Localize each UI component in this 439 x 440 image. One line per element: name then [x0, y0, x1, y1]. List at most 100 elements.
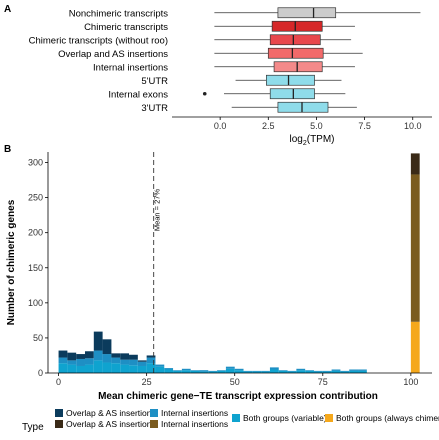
x-tick-label: 0.0 — [214, 121, 227, 131]
histogram-bar-segment — [287, 371, 297, 373]
histogram-bar-segment — [173, 370, 182, 373]
legend-title: Type — [22, 422, 44, 433]
legend-swatch — [55, 409, 63, 417]
x-tick-label: 10.0 — [404, 121, 422, 131]
legend-label: Internal insertions — [161, 419, 228, 429]
legend-swatch — [232, 414, 240, 422]
panel-a-label: A — [4, 4, 11, 15]
histogram-bar-segment — [120, 359, 130, 365]
histogram-bar-segment — [67, 360, 77, 365]
histogram-bar-segment — [296, 370, 306, 373]
histogram-bar-segment — [296, 368, 306, 371]
histogram-bar-segment — [76, 365, 85, 373]
histogram-bar-segment — [331, 370, 341, 373]
histogram-bar-segment — [146, 355, 156, 358]
histogram-bar-segment — [269, 367, 279, 370]
box-iqr — [277, 7, 337, 19]
histogram-bar-segment — [129, 365, 138, 373]
category-label: Internal insertions — [93, 62, 168, 73]
legend-label: Internal insertions — [161, 408, 228, 418]
y-tick-label: 0 — [38, 368, 43, 378]
histogram-bar-segment — [102, 339, 112, 355]
histogram-bar-segment — [67, 364, 77, 373]
histogram-bar-segment — [58, 350, 68, 358]
histogram-bar-segment — [269, 369, 279, 373]
histogram-bar-segment — [120, 353, 130, 360]
histogram-bar-segment — [358, 369, 367, 371]
histogram-bar-segment — [252, 371, 262, 373]
y-tick-label: 100 — [28, 298, 43, 308]
histogram-bar-segment — [102, 354, 112, 363]
histogram-bar-segment — [243, 371, 253, 373]
box-iqr — [273, 61, 323, 73]
box-iqr — [277, 101, 329, 113]
x-tick-label: 25 — [142, 377, 152, 387]
histogram-bar-segment — [111, 363, 121, 373]
histogram-bar-segment — [76, 354, 85, 359]
histogram-bar-segment — [58, 363, 68, 373]
histogram-bar-segment — [287, 370, 297, 372]
histogram-bar-segment — [146, 357, 156, 364]
histogram-bar-segment — [137, 360, 147, 362]
box-iqr — [271, 20, 323, 32]
histogram-bar-segment — [190, 370, 200, 373]
histogram-bar-segment — [164, 368, 174, 370]
histogram-bar-segment — [278, 370, 288, 373]
panel-b-x-axis-label: Mean chimeric gene−TE transcript express… — [98, 391, 378, 402]
histogram-bar-segment — [164, 369, 174, 373]
histogram-bar-segment — [313, 371, 323, 373]
histogram-bar-segment — [243, 370, 253, 372]
category-label: Overlap and AS insertions — [58, 49, 168, 60]
histogram-bar-segment — [76, 358, 85, 366]
histogram-bar-segment — [305, 370, 314, 373]
box-iqr — [269, 88, 315, 100]
histogram-bar-segment — [84, 351, 94, 359]
legend-swatch — [55, 420, 63, 428]
x-tick-label: 50 — [230, 377, 240, 387]
histogram-bar-segment — [129, 359, 138, 366]
category-label: Chimeric transcripts — [84, 22, 168, 33]
histogram-bar-segment — [93, 331, 103, 351]
histogram-bar-segment — [173, 370, 182, 371]
histogram-bar-segment — [349, 369, 359, 371]
x-tick-label: 5.0 — [310, 121, 323, 131]
histogram-bar-segment — [137, 365, 147, 373]
box-iqr — [269, 34, 321, 46]
histogram-bar-segment — [102, 362, 112, 373]
legend-label: Both groups (variable) — [243, 413, 327, 423]
histogram-bar-segment — [93, 350, 103, 361]
x-tick-label: 7.5 — [358, 121, 371, 131]
histogram-bar-segment — [349, 370, 359, 373]
histogram-bar-segment — [111, 353, 121, 358]
histogram-bar-segment — [84, 364, 94, 373]
legend-swatch — [325, 414, 333, 422]
panel-b-histogram: B Number of chimeric genes Mean = 27% 0 2… — [4, 144, 432, 402]
histogram-bar-segment — [84, 358, 94, 365]
panel-a-boxplot: A Nonchimeric transcripts Chimeric transc… — [4, 4, 432, 147]
histogram-bar-segment — [208, 370, 218, 372]
box-outlier — [202, 91, 207, 96]
legend-label: Overlap & AS insertions — [66, 408, 156, 418]
histogram-bar-segment — [120, 364, 130, 373]
histogram-bar-segment — [410, 153, 420, 175]
histogram-bar-segment — [358, 370, 367, 373]
box-iqr — [266, 74, 315, 86]
x-tick-label: 100 — [403, 377, 418, 387]
category-label: Nonchimeric transcripts — [69, 8, 168, 19]
histogram-bar-segment — [217, 370, 226, 373]
category-label: Internal exons — [108, 89, 168, 100]
histogram-bar-segment — [181, 368, 191, 371]
histogram-bar-segment — [208, 371, 218, 373]
category-label: 5'UTR — [141, 76, 168, 87]
histogram-bar-segment — [199, 371, 209, 373]
histogram-bar-segment — [146, 363, 156, 373]
legend-swatch — [150, 420, 158, 428]
y-tick-label: 300 — [28, 158, 43, 168]
legend-swatch — [150, 409, 158, 417]
histogram-bar-segment — [410, 174, 420, 322]
category-label: Chimeric transcripts (without roo) — [29, 35, 168, 46]
y-tick-label: 200 — [28, 228, 43, 238]
histogram-bar-segment — [313, 370, 323, 372]
